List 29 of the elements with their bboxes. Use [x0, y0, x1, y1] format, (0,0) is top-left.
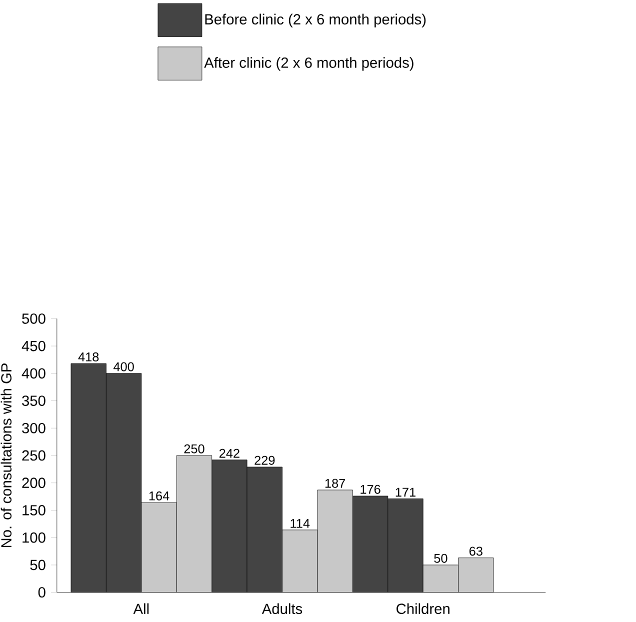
data-label: 229	[254, 456, 275, 466]
y-tick-label: 250	[22, 450, 46, 461]
data-label: 164	[149, 492, 170, 501]
data-label: 400	[113, 362, 134, 372]
y-tick-label: 400	[22, 368, 46, 379]
data-label: 187	[325, 479, 346, 488]
legend-label: After clinic (2 x 6 month periods)	[204, 57, 414, 71]
data-label: 176	[360, 485, 380, 494]
data-label: 50	[434, 554, 448, 563]
y-tick-label: 350	[22, 396, 46, 406]
y-tick-label: 100	[22, 532, 46, 543]
y-tick-label: 200	[22, 478, 46, 488]
y-tick-label: 500	[22, 314, 46, 324]
legend-label: Before clinic (2 x 6 month periods)	[205, 14, 426, 28]
x-tick-label: Children	[396, 603, 450, 614]
y-tick-label: 150	[22, 505, 46, 516]
data-label: 171	[396, 488, 416, 497]
y-tick-label: 450	[22, 341, 46, 352]
data-label: 242	[219, 449, 240, 458]
x-tick-label: All	[133, 603, 149, 614]
data-label: 418	[78, 352, 99, 362]
data-label: 114	[290, 519, 310, 528]
y-axis-title: No. of consultations with GP	[0, 364, 12, 548]
x-tick-label: Adults	[262, 603, 302, 614]
y-tick-label: 0	[38, 587, 46, 598]
y-tick-label: 300	[22, 423, 46, 434]
data-label: 250	[184, 444, 204, 454]
data-label: 63	[469, 546, 482, 556]
y-tick-label: 50	[30, 560, 46, 570]
